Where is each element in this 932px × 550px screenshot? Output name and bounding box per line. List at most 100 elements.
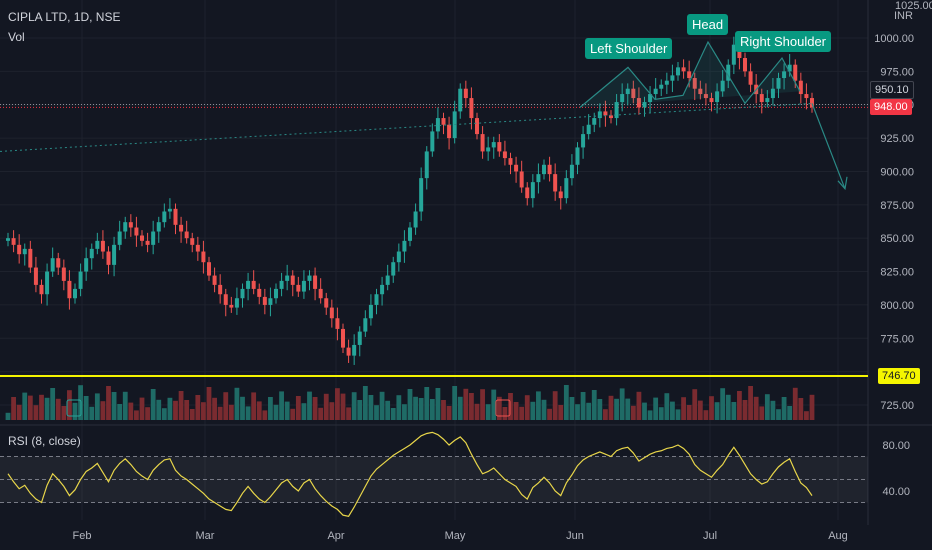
candle-body — [581, 134, 586, 148]
right-shoulder-label[interactable]: Right Shoulder — [735, 31, 831, 52]
candle-body — [564, 178, 569, 199]
volume-bar — [519, 406, 525, 420]
candle-body — [123, 222, 128, 232]
candle-body — [463, 88, 468, 99]
volume-bar — [709, 396, 714, 420]
candle-body — [787, 64, 792, 72]
price-tick-label: 975.00 — [880, 66, 914, 78]
candle-body — [525, 187, 530, 199]
volume-bar — [212, 397, 217, 420]
volume-bar — [580, 392, 586, 420]
candle-body — [502, 151, 507, 159]
candle-body — [223, 294, 228, 305]
candle-body — [39, 284, 44, 295]
volume-bar — [134, 410, 139, 420]
volume-bar — [223, 392, 229, 420]
volume-bar — [301, 403, 307, 420]
candle-body — [78, 271, 83, 289]
candle-body — [731, 44, 736, 65]
volume-bar — [240, 396, 245, 420]
candle-body — [514, 164, 519, 172]
volume-legend[interactable]: Vol — [8, 30, 25, 44]
volume-bar — [357, 400, 363, 420]
volume-bar — [128, 402, 134, 420]
candle-body — [402, 240, 407, 252]
volume-bar — [563, 385, 569, 420]
candle-body — [106, 251, 111, 265]
volume-bar — [33, 405, 39, 420]
price-tick-label: 775.00 — [880, 333, 914, 345]
candle-body — [268, 298, 273, 305]
candle-body — [770, 88, 775, 99]
volume-bar — [396, 395, 402, 420]
volume-bar — [39, 394, 44, 420]
candle-body — [240, 288, 245, 299]
candle-body — [274, 288, 278, 299]
volume-bar — [441, 400, 446, 420]
rsi-panel — [0, 431, 868, 517]
candle-body — [173, 208, 178, 225]
volume-bar — [117, 404, 123, 420]
volume-bar — [496, 396, 502, 420]
volume-bar — [44, 397, 50, 420]
candle-body — [234, 298, 239, 308]
candle-body — [374, 294, 379, 305]
candle-body — [664, 80, 669, 85]
candle-body — [167, 208, 172, 212]
volume-bar — [625, 398, 631, 420]
candle-body — [709, 98, 714, 103]
candle-body — [810, 98, 814, 108]
volume-bar — [145, 407, 150, 420]
candle-body — [776, 78, 781, 89]
volume-bar — [329, 402, 335, 420]
projection-arrow — [811, 103, 846, 190]
price-tick-label: 825.00 — [880, 267, 914, 279]
candle-body — [112, 244, 117, 265]
head-label[interactable]: Head — [687, 14, 729, 35]
volume-bar — [72, 402, 78, 420]
volume-bar — [675, 409, 681, 420]
candle-body — [687, 71, 692, 79]
volume-bar — [262, 410, 268, 420]
candle-body — [765, 98, 770, 103]
candle-body — [218, 284, 223, 295]
volume-bar — [653, 397, 659, 420]
volume-bar — [491, 389, 497, 420]
volume-bar — [201, 402, 206, 420]
candle-body — [162, 211, 167, 223]
top-partial-tick: 1025.00 — [895, 0, 932, 12]
volume-bar — [536, 391, 541, 420]
candle-body — [22, 248, 27, 255]
candle-body — [480, 134, 485, 152]
volume-bar — [340, 393, 346, 420]
volume-bar — [351, 392, 357, 420]
candle-body — [346, 347, 351, 356]
time-tick-label: Mar — [196, 530, 215, 542]
volume-bar — [362, 386, 368, 420]
volume-bar — [697, 400, 703, 420]
support-price-tag: 746.70 — [878, 368, 920, 384]
candle-body — [798, 80, 803, 95]
time-axis[interactable]: Feb Mar Apr May Jun Jul Aug — [73, 530, 848, 542]
volume-bar — [457, 396, 463, 420]
volume-bar — [206, 387, 212, 420]
candle-body — [804, 94, 809, 99]
candle-body — [6, 238, 10, 241]
volume-bar — [106, 386, 111, 420]
candle-body — [324, 298, 329, 308]
candle-body — [408, 227, 412, 241]
rsi-legend[interactable]: RSI (8, close) — [8, 434, 81, 448]
candle-body — [285, 275, 290, 281]
symbol-legend[interactable]: CIPLA LTD, 1D, NSE — [8, 10, 121, 24]
volume-bar — [759, 406, 765, 420]
volume-bar — [480, 389, 485, 420]
left-shoulder-label[interactable]: Left Shoulder — [585, 38, 673, 59]
volume-bar — [748, 386, 753, 420]
candle-body — [597, 111, 602, 119]
volume-bar — [647, 410, 653, 420]
volume-bar — [603, 409, 608, 420]
candle-body — [620, 94, 625, 103]
volume-bar — [318, 407, 324, 420]
volume-bar — [446, 406, 452, 420]
